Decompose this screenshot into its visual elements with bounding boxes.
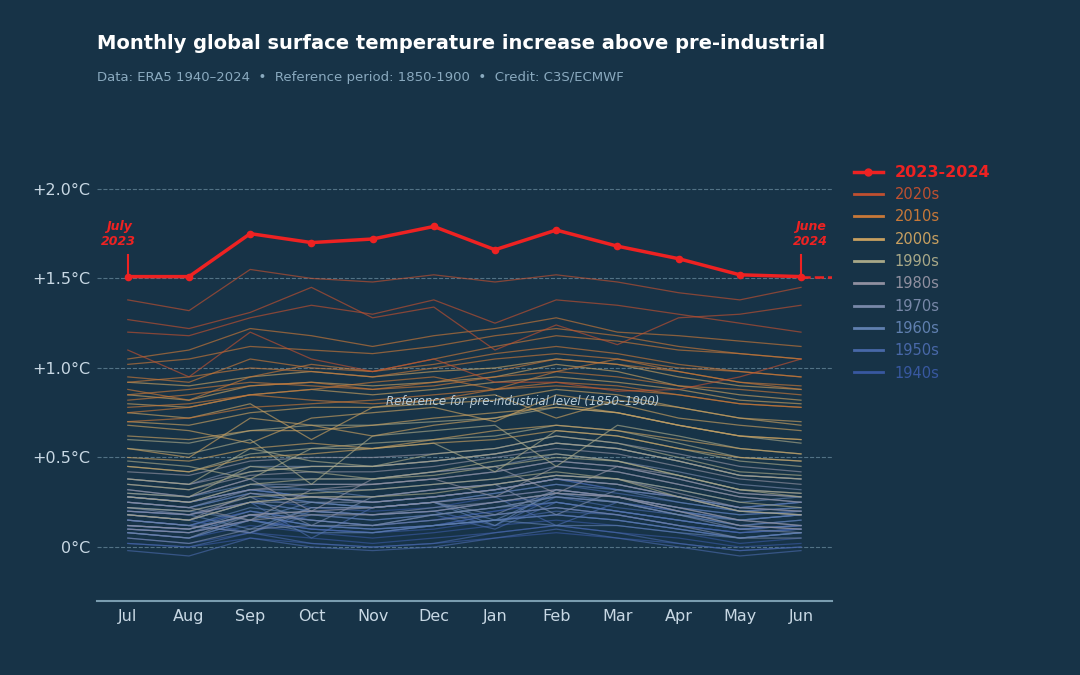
Legend: 2023-2024, 2020s, 2010s, 2000s, 1990s, 1980s, 1970s, 1960s, 1950s, 1940s: 2023-2024, 2020s, 2010s, 2000s, 1990s, 1… <box>853 165 990 381</box>
Text: Data: ERA5 1940–2024  •  Reference period: 1850-1900  •  Credit: C3S/ECMWF: Data: ERA5 1940–2024 • Reference period:… <box>97 71 624 84</box>
Text: July
2023: July 2023 <box>102 220 136 248</box>
Text: Monthly global surface temperature increase above pre-industrial: Monthly global surface temperature incre… <box>97 34 825 53</box>
Text: June
2024: June 2024 <box>793 220 827 248</box>
Text: Reference for pre-industrial level (1850–1900): Reference for pre-industrial level (1850… <box>387 395 660 408</box>
